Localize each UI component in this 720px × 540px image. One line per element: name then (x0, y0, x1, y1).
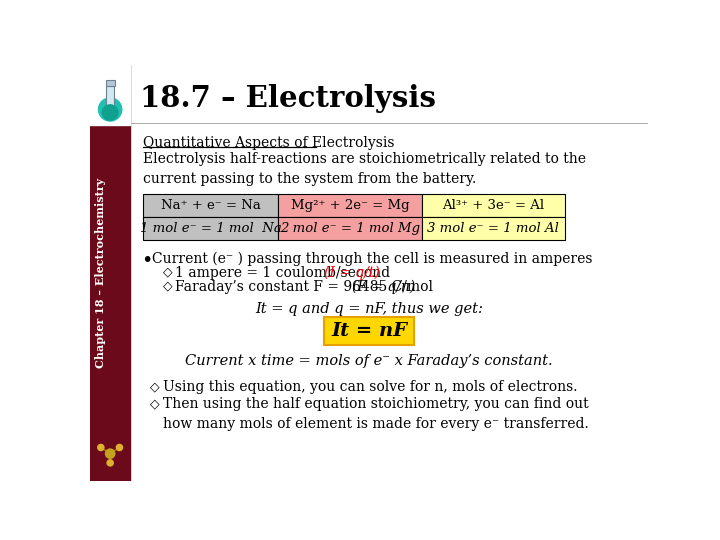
Text: ◇: ◇ (150, 397, 160, 410)
Text: 1 mol e⁻ = 1 mol  Na: 1 mol e⁻ = 1 mol Na (140, 222, 282, 235)
Bar (422, 194, 565, 217)
Text: 3 mol e⁻ = 1 mol Al: 3 mol e⁻ = 1 mol Al (428, 222, 559, 235)
Bar (422, 217, 565, 240)
Text: It = nF: It = nF (331, 322, 407, 340)
Text: Then using the half equation stoichiometry, you can find out
how many mols of el: Then using the half equation stoichiomet… (163, 397, 589, 431)
Bar (143, 217, 279, 240)
Text: Current x time = mols of e⁻ x Faraday’s constant.: Current x time = mols of e⁻ x Faraday’s … (185, 354, 553, 368)
Text: 18.7 – Electrolysis: 18.7 – Electrolysis (140, 84, 436, 113)
Text: ◇: ◇ (163, 266, 173, 279)
Text: Faraday’s constant F = 96485 C/mol: Faraday’s constant F = 96485 C/mol (175, 280, 438, 294)
Bar (90, 65, 130, 481)
Text: Chapter 18 – Electrochemistry: Chapter 18 – Electrochemistry (95, 178, 107, 368)
Bar (143, 194, 279, 217)
Bar (106, 80, 114, 86)
FancyBboxPatch shape (324, 318, 414, 345)
Bar (279, 217, 422, 240)
Circle shape (99, 98, 122, 121)
Text: ◇: ◇ (150, 381, 160, 394)
Text: (F = q/n): (F = q/n) (352, 280, 415, 294)
Bar (107, 86, 114, 106)
Text: It = q and q = nF, thus we get:: It = q and q = nF, thus we get: (255, 302, 483, 316)
Text: Al³⁺ + 3e⁻ = Al: Al³⁺ + 3e⁻ = Al (442, 199, 544, 212)
Text: (I = q/t): (I = q/t) (324, 266, 380, 280)
Text: Electrolysis half-reactions are stoichiometrically related to the
current passin: Electrolysis half-reactions are stoichio… (143, 152, 585, 186)
Text: Current (e⁻ ) passing through the cell is measured in amperes: Current (e⁻ ) passing through the cell i… (152, 251, 593, 266)
Circle shape (107, 460, 113, 466)
Circle shape (102, 105, 118, 120)
Text: 1 ampere = 1 coulomb/second: 1 ampere = 1 coulomb/second (175, 266, 395, 280)
Text: Mg²⁺ + 2e⁻ = Mg: Mg²⁺ + 2e⁻ = Mg (291, 199, 410, 212)
Bar (279, 194, 422, 217)
Circle shape (98, 444, 104, 450)
Text: ◇: ◇ (163, 280, 173, 293)
Text: •: • (141, 251, 153, 270)
Text: Quantitative Aspects of Electrolysis: Quantitative Aspects of Electrolysis (143, 137, 395, 151)
Circle shape (117, 444, 122, 450)
Text: Na⁺ + e⁻ = Na: Na⁺ + e⁻ = Na (161, 199, 261, 212)
Text: 2 mol e⁻ = 1 mol Mg: 2 mol e⁻ = 1 mol Mg (280, 222, 420, 235)
Bar (90, 65, 130, 125)
Circle shape (106, 449, 114, 458)
Text: Using this equation, you can solve for n, mols of electrons.: Using this equation, you can solve for n… (163, 381, 577, 395)
